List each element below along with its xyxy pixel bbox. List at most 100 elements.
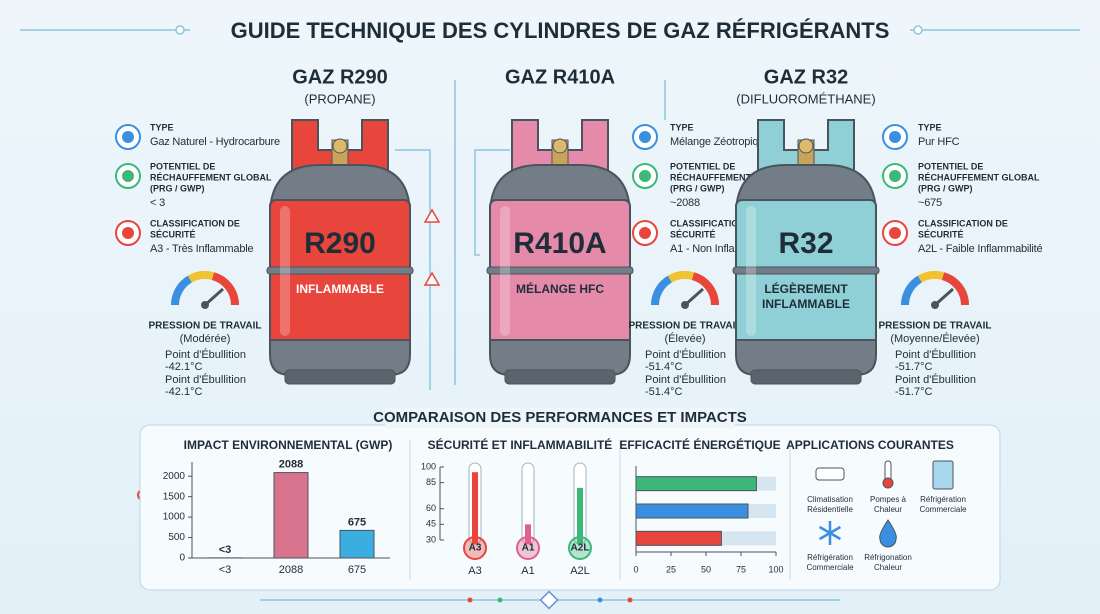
x-tick-label: 675: [348, 564, 366, 576]
gas-name: GAZ R290: [292, 66, 388, 88]
gas-name: GAZ R32: [764, 66, 848, 88]
chart-title: IMPACT ENVIRONNEMENTAL (GWP): [184, 438, 393, 452]
spec-label: CLASSIFICATION DE: [918, 218, 1008, 228]
spec-value: Mélange Zéotropique: [670, 136, 770, 148]
band-label: MÉLANGE HFC: [516, 282, 604, 296]
gauge-arc: [651, 275, 673, 306]
boiling-label: Point d'Ébullition: [645, 373, 726, 386]
gauge-arc: [917, 271, 945, 283]
y-tick-label: 45: [426, 519, 436, 529]
app-label: Pompes à: [870, 495, 907, 504]
app-icon: [818, 525, 842, 541]
bulb: [516, 536, 540, 560]
x-tick-label: 25: [666, 564, 676, 574]
band-label-box: INFLAMMABLE: [296, 282, 384, 296]
gauge-needle: [934, 287, 954, 307]
spec-label: (PRG / GWP): [670, 183, 725, 193]
gauge-arc: [187, 271, 215, 283]
spec-label: (PRG / GWP): [150, 183, 205, 193]
bar: [635, 476, 757, 492]
app-icon: [815, 467, 845, 481]
spec-value: < 3: [150, 197, 165, 209]
y-tick-label: 60: [426, 503, 436, 513]
spec-value: Gaz Naturel - Hydrocarbure: [150, 136, 280, 148]
boiling-value: -51.7°C: [895, 361, 932, 373]
x-tick-label: A3: [468, 565, 481, 577]
spec-icon-dot: [122, 131, 134, 143]
app-label: Réfrigération: [807, 553, 853, 562]
spec-value: A2L - Faible Inflammabilité: [918, 243, 1042, 255]
spec-label: SÉCURITÉ: [670, 229, 716, 239]
x-tick-label: <3: [219, 564, 232, 576]
y-tick-label: 85: [426, 477, 436, 487]
spec-label: TYPE: [670, 122, 694, 132]
cylinder-foot: [504, 369, 616, 385]
gauge-arc: [171, 275, 193, 306]
x-tick-label: 100: [768, 564, 783, 574]
spec-value: Pur HFC: [918, 136, 960, 148]
chart-title: EFFICACITÉ ÉNERGÉTIQUE: [619, 437, 780, 452]
y-tick-label: 1000: [163, 512, 186, 523]
cylinder-foot: [750, 369, 862, 385]
boiling-label: Point d'Ébullition: [165, 348, 246, 361]
spec-icon-dot: [639, 170, 651, 182]
bulb-label: A2L: [571, 543, 590, 554]
spec-value: ~2088: [670, 197, 700, 209]
bulb: [568, 536, 592, 560]
spec-value: ~675: [918, 197, 942, 209]
gauge-arc: [941, 272, 969, 306]
gauge-needle: [204, 287, 224, 307]
app-label: Commerciale: [919, 505, 967, 514]
cylinder: [486, 119, 634, 385]
bulb-label: A3: [469, 543, 482, 554]
highlight: [280, 206, 290, 336]
band-label: INFLAMMABLE: [296, 282, 384, 296]
pressure-label: PRESSION DE TRAVAIL: [149, 321, 262, 332]
value-label: <3: [219, 544, 232, 556]
comparison-title-bg: [385, 408, 735, 428]
applications-title: APPLICATIONS COURANTES: [786, 438, 954, 452]
valve-knob: [332, 138, 348, 154]
band-label-box: LÉGÈREMENT INFLAMMABLE: [762, 282, 850, 311]
app-label: Résidentielle: [807, 505, 853, 514]
y-tick-label: 2000: [163, 471, 186, 482]
spec-label: POTENTIEL DE: [150, 161, 215, 171]
cylinder-ring: [732, 266, 880, 275]
boiling-value: -51.4°C: [645, 386, 682, 398]
chart-title: SÉCURITÉ ET INFLAMMABILITÉ: [428, 437, 613, 452]
app-icon: [879, 519, 897, 548]
boiling-value: -42.1°C: [165, 361, 202, 373]
boiling-value: -51.4°C: [645, 361, 682, 373]
pressure-level: (Moyenne/Élevée): [890, 332, 979, 345]
comparison-title: COMPARAISON DES PERFORMANCES ET IMPACTS: [373, 409, 747, 426]
gauge-hub: [931, 301, 939, 309]
gas-subtitle: (DIFLUOROMÉTHANE): [736, 91, 875, 106]
boiling-label: Point d'Ébullition: [895, 373, 976, 386]
pressure-level: (Modérée): [180, 333, 231, 345]
spec-icon-dot: [639, 131, 651, 143]
y-tick-label: 1500: [163, 491, 186, 502]
spec-label: CLASSIFICATION DE: [150, 218, 240, 228]
pressure-level: (Élevée): [665, 332, 706, 345]
pressure-label: PRESSION DE TRAVAIL: [629, 321, 742, 332]
spec-label: RÉCHAUFFEMENT GLOBAL: [670, 172, 792, 182]
y-tick-label: 30: [426, 534, 436, 544]
y-tick-label: 100: [421, 461, 436, 471]
mercury: [525, 524, 531, 544]
spec-icon-dot: [889, 131, 901, 143]
value-label: 675: [348, 516, 366, 528]
spec-label: POTENTIEL DE: [918, 161, 983, 171]
cylinder-ring: [266, 266, 414, 275]
app-label: Climatisation: [807, 495, 853, 504]
spec-label: SÉCURITÉ: [918, 229, 964, 239]
valve-knob: [552, 138, 568, 154]
x-tick-label: 0: [633, 564, 638, 574]
boiling-label: Point d'Ébullition: [645, 348, 726, 361]
y-tick-label: 500: [168, 532, 185, 543]
y-tick-label: 0: [179, 553, 185, 564]
valve-knob: [798, 138, 814, 154]
x-tick-label: 75: [736, 564, 746, 574]
spec-label: RÉCHAUFFEMENT GLOBAL: [150, 172, 272, 182]
spec-label: CLASSIFICATION DE: [670, 218, 760, 228]
